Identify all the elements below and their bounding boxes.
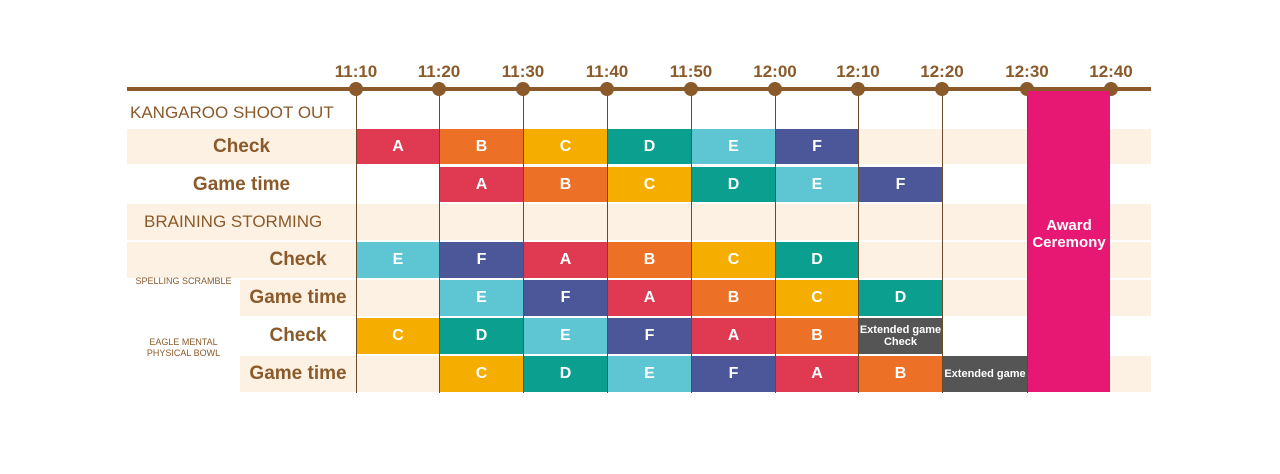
row-band [127,204,1151,240]
schedule-cell: B [692,280,775,316]
schedule-cell: A [776,356,858,392]
schedule-cell: E [776,167,858,202]
schedule-cell: C [608,167,691,202]
timeline-dot [851,82,865,96]
schedule-cell: D [776,242,858,278]
schedule-cell: B [776,318,858,354]
timeline-dot [600,82,614,96]
timeline-dot [768,82,782,96]
timeline-dot [516,82,530,96]
schedule-cell: E [440,280,523,316]
time-label: 12:00 [753,62,797,81]
schedule-cell: C [776,280,858,316]
schedule-cell: A [357,129,439,164]
row-label: Check [212,135,271,157]
gridline [356,89,357,393]
gridline [439,89,440,393]
schedule-cell: A [440,167,523,202]
schedule-cell: F [440,242,523,278]
group-label-spelling: SPELLING SCRAMBLE [135,275,232,286]
schedule-cell: E [608,356,691,392]
timeline-dot [935,82,949,96]
time-label: 11:20 [417,62,461,81]
schedule-cell: F [776,129,858,164]
time-label: 12:10 [836,62,880,81]
schedule-cell: D [692,167,775,202]
gridline [942,89,943,393]
gridline [1027,89,1028,393]
schedule-cell: Extended game [943,356,1027,392]
gridline [691,89,692,393]
row-label: Check [269,249,327,270]
section-label-kangaroo: KANGAROO SHOOT OUT [130,103,334,122]
award-ceremony-block: Award Ceremony [1028,91,1110,392]
schedule-cell: C [692,242,775,278]
schedule-cell: E [524,318,607,354]
schedule-cell: F [524,280,607,316]
time-label: 11:30 [501,62,545,81]
section-label-braining: BRAINING STORMING [144,212,323,231]
schedule-cell: C [524,129,607,164]
row-label: Check [269,325,327,346]
time-label: 11:10 [334,62,378,81]
row-label: Game time [192,173,291,195]
gridline [523,89,524,393]
schedule-cell: F [859,167,942,202]
gridline [607,89,608,393]
schedule-cell: B [859,356,942,392]
time-label: 11:50 [669,62,713,81]
schedule-cell: B [608,242,691,278]
timeline-dot [684,82,698,96]
gridline [858,89,859,393]
schedule-cell: C [440,356,523,392]
schedule-cell: B [440,129,523,164]
gridline [775,89,776,393]
timeline-dot [432,82,446,96]
group-label-eagle: EAGLE MENTAL PHYSICAL BOWL [146,337,221,358]
schedule-cell: A [692,318,775,354]
schedule-cell: A [524,242,607,278]
schedule-cell: F [608,318,691,354]
time-label: 12:30 [1005,62,1049,81]
row-label: Game time [249,287,347,308]
schedule-cell: C [357,318,439,354]
schedule-cell: D [608,129,691,164]
schedule-cell: Extended game Check [859,318,942,354]
schedule-cell: A [608,280,691,316]
time-label: 12:20 [920,62,964,81]
time-label: 12:40 [1089,62,1133,81]
row-label: Game time [249,363,347,384]
timeline-axis [127,87,1151,91]
timeline-dot [349,82,363,96]
schedule-cell: F [692,356,775,392]
schedule-cell: D [524,356,607,392]
schedule-cell: E [692,129,775,164]
schedule-cell: D [440,318,523,354]
schedule-cell: D [859,280,942,316]
schedule-cell: E [357,242,439,278]
time-label: 11:40 [585,62,629,81]
schedule-cell: B [524,167,607,202]
